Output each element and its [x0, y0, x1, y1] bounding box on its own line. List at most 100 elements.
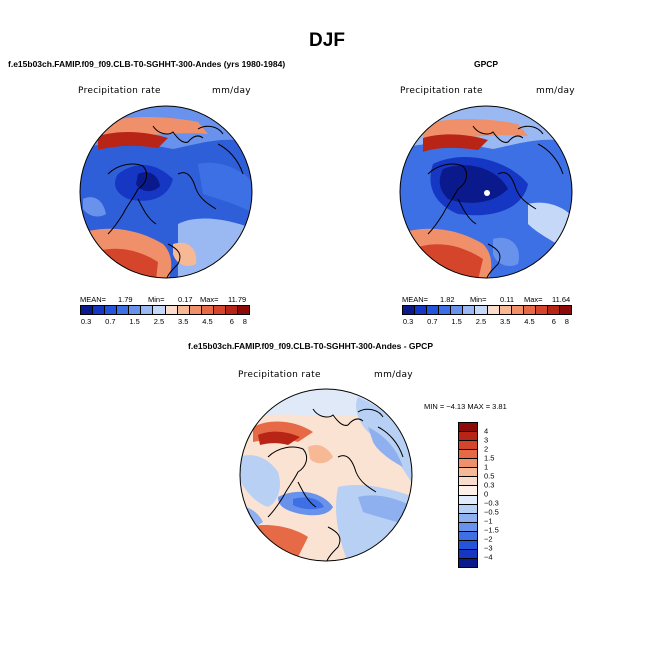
model-variable-label: Precipitation rate	[78, 86, 161, 96]
colorbar-swatch	[213, 306, 226, 314]
obs-min-label: Min=	[470, 295, 487, 304]
colorbar-tick-label: −1	[484, 516, 493, 526]
diff-colorbar: 4 3 2 1.5 1 0.5 0.3 0 −0.3 −0.5 −1 −1.5 −2 −3 −4	[458, 422, 518, 568]
colorbar-tick-label: 8	[242, 317, 247, 326]
obs-colorbar: 0.3 0.7 1.5 2.5 3.5 4.5 6 8	[402, 305, 572, 326]
colorbar-swatch	[427, 306, 440, 314]
colorbar-swatch	[459, 513, 477, 523]
colorbar-swatch	[523, 306, 536, 314]
model-min-value: 0.17	[178, 295, 193, 304]
colorbar-swatch	[81, 306, 94, 314]
colorbar-tick-label: 3	[484, 435, 489, 445]
model-max-value: 11.79	[228, 295, 247, 304]
colorbar-tick-label: 2.5	[475, 317, 487, 326]
colorbar-tick-label: 1.5	[451, 317, 462, 326]
colorbar-tick-label: 3.5	[177, 317, 189, 326]
colorbar-tick-label: −0.3	[484, 498, 499, 508]
obs-max-label: Max=	[524, 295, 543, 304]
colorbar-swatch	[225, 306, 239, 314]
colorbar-tick-label: 0.5	[484, 471, 495, 481]
colorbar-tick-label: 0.7	[427, 317, 438, 326]
obs-max-value: 11.64	[552, 295, 571, 304]
colorbar-swatch	[129, 306, 142, 314]
colorbar-tick-label: 0.3	[484, 480, 495, 490]
obs-mean-value: 1.82	[440, 295, 455, 304]
model-min-label: Min=	[148, 295, 165, 304]
colorbar-tick-label: −3	[484, 543, 493, 553]
colorbar-tick-label: −4	[484, 552, 493, 562]
colorbar-tick-label: −2	[484, 534, 493, 544]
colorbar-swatch	[177, 306, 190, 314]
colorbar-tick-label: 1.5	[484, 453, 495, 463]
figure-title: DJF	[309, 30, 345, 51]
model-polar-map	[79, 105, 253, 279]
colorbar-swatch	[487, 306, 500, 314]
colorbar-tick-label: 2.5	[153, 317, 165, 326]
colorbar-swatch	[463, 306, 476, 314]
model-mean-value: 1.79	[118, 295, 133, 304]
colorbar-swatch	[535, 306, 548, 314]
colorbar-swatch	[439, 306, 452, 314]
diff-variable-label: Precipitation rate	[238, 370, 321, 380]
colorbar-swatch	[459, 540, 477, 550]
obs-variable-label: Precipitation rate	[400, 86, 483, 96]
diff-case-title: f.e15b03ch.FAMIP.f09_f09.CLB-T0-SGHHT-30…	[188, 341, 433, 351]
model-units-label: mm/day	[212, 86, 251, 96]
model-colorbar-swatches	[80, 305, 250, 315]
model-colorbar: 0.3 0.7 1.5 2.5 3.5 4.5 6 8	[80, 305, 250, 326]
colorbar-swatch	[459, 531, 477, 541]
obs-units-label: mm/day	[536, 86, 575, 96]
colorbar-tick-label: −0.5	[484, 507, 499, 517]
colorbar-swatch	[459, 432, 477, 442]
model-max-label: Max=	[200, 295, 219, 304]
colorbar-swatch	[105, 306, 118, 314]
diff-colorbar-swatches	[458, 422, 478, 568]
colorbar-swatch	[499, 306, 512, 314]
diff-units-label: mm/day	[374, 370, 413, 380]
colorbar-swatch	[117, 306, 130, 314]
colorbar-swatch	[451, 306, 464, 314]
model-mean-label: MEAN=	[80, 295, 107, 304]
colorbar-swatch	[459, 558, 477, 567]
colorbar-swatch	[93, 306, 106, 314]
colorbar-swatch	[459, 504, 477, 514]
colorbar-tick-label: 4.5	[202, 317, 213, 326]
colorbar-tick-label: 6	[229, 317, 234, 326]
colorbar-swatch	[459, 450, 477, 460]
obs-mean-label: MEAN=	[402, 295, 429, 304]
colorbar-swatch	[459, 495, 477, 505]
colorbar-swatch	[459, 441, 477, 451]
colorbar-swatch	[547, 306, 561, 314]
obs-colorbar-labels: 0.3 0.7 1.5 2.5 3.5 4.5 6 8	[402, 315, 572, 326]
colorbar-tick-label: 0.7	[105, 317, 116, 326]
colorbar-swatch	[141, 306, 154, 314]
colorbar-swatch	[153, 306, 166, 314]
obs-colorbar-swatches	[402, 305, 572, 315]
colorbar-swatch	[403, 306, 416, 314]
colorbar-tick-label: 1	[484, 462, 489, 472]
colorbar-swatch	[238, 306, 250, 314]
colorbar-tick-label: 0	[484, 489, 489, 499]
diff-colorbar-labels: 4 3 2 1.5 1 0.5 0.3 0 −0.3 −0.5 −1 −1.5 −2 −3 −4	[484, 422, 514, 566]
colorbar-swatch	[459, 477, 477, 487]
colorbar-tick-label: 0.3	[402, 317, 414, 326]
colorbar-swatch	[459, 468, 477, 478]
colorbar-tick-label: 8	[564, 317, 569, 326]
colorbar-tick-label: 2	[484, 444, 489, 454]
colorbar-tick-label: 1.5	[129, 317, 140, 326]
colorbar-swatch	[475, 306, 488, 314]
colorbar-swatch	[415, 306, 428, 314]
colorbar-swatch	[189, 306, 202, 314]
model-colorbar-labels: 0.3 0.7 1.5 2.5 3.5 4.5 6 8	[80, 315, 250, 326]
colorbar-tick-label: −1.5	[484, 525, 499, 535]
colorbar-tick-label: 3.5	[499, 317, 511, 326]
colorbar-swatch	[459, 459, 477, 469]
obs-case-title: GPCP	[474, 59, 499, 69]
model-case-title: f.e15b03ch.FAMIP.f09_f09.CLB-T0-SGHHT-30…	[8, 59, 286, 69]
colorbar-swatch	[459, 549, 477, 559]
colorbar-swatch	[459, 522, 477, 532]
colorbar-swatch	[560, 306, 572, 314]
diff-min-max-readout: MIN = −4.13 MAX = 3.81	[424, 402, 507, 411]
diff-polar-map	[239, 388, 413, 562]
colorbar-swatch	[459, 486, 477, 496]
